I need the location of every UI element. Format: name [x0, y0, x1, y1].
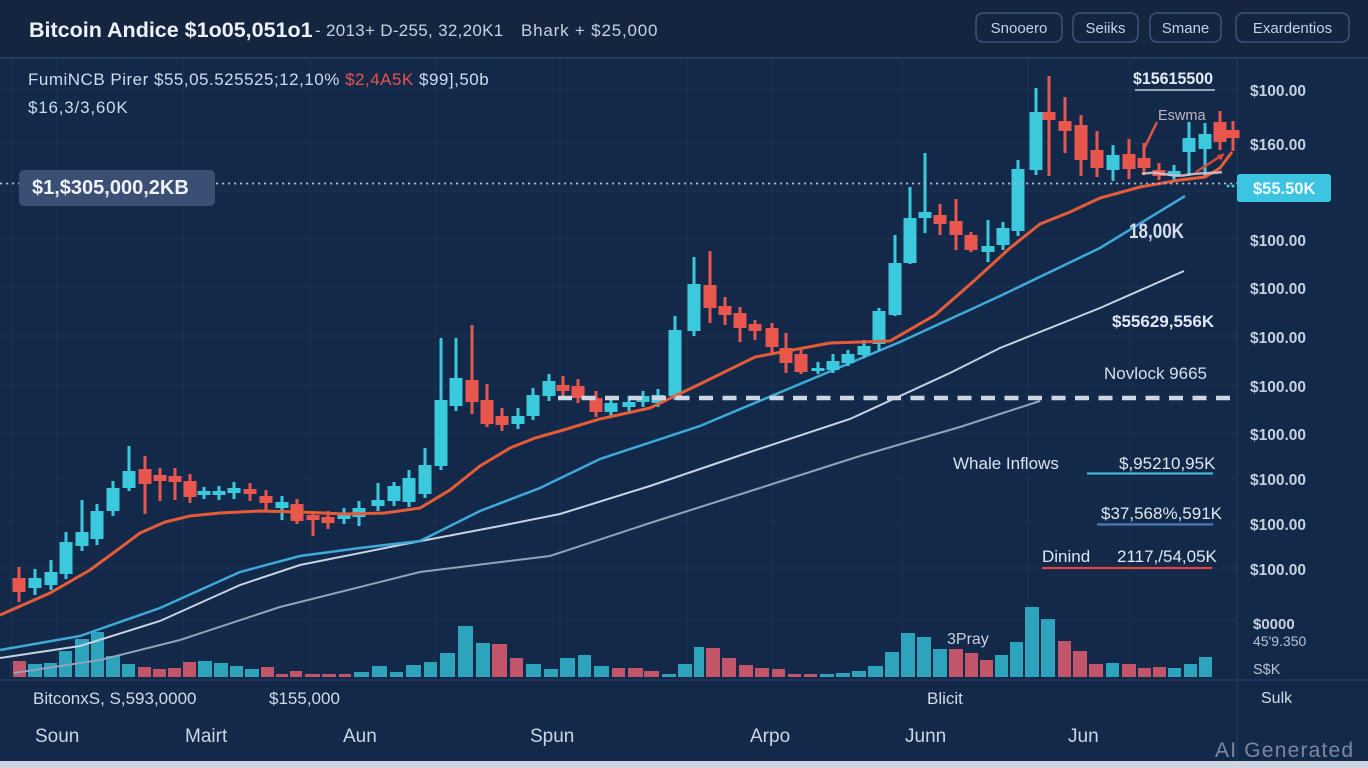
svg-text:Bitcoin Andice $1o05,051o1: Bitcoin Andice $1o05,051o1: [29, 18, 313, 42]
svg-text:BitconxS, S,593,0000: BitconxS, S,593,0000: [33, 689, 197, 708]
svg-text:$15615500: $15615500: [1133, 69, 1213, 88]
svg-text:$160.00: $160.00: [1250, 137, 1306, 154]
svg-text:Smane: Smane: [1162, 20, 1210, 37]
svg-text:3Pray: 3Pray: [947, 631, 989, 648]
svg-text:FumiNCB Pirer $55,05.525525;1: FumiNCB Pirer $55,05.525525;12,10% $2,4A…: [28, 70, 489, 89]
svg-text:Whale Inflows: Whale Inflows: [953, 454, 1059, 473]
svg-text:Blicit: Blicit: [927, 689, 963, 708]
svg-text:45'9.350: 45'9.350: [1253, 633, 1306, 649]
svg-text:Arpo: Arpo: [750, 726, 790, 747]
svg-text:$,95210,95K: $,95210,95K: [1119, 454, 1216, 473]
svg-text:$100.00: $100.00: [1250, 281, 1306, 298]
svg-text:Bhark + $25,000: Bhark + $25,000: [521, 21, 658, 40]
svg-text:$0000: $0000: [1253, 616, 1295, 633]
svg-text:Novlock 9665: Novlock 9665: [1104, 364, 1207, 383]
svg-text:$55629,556K: $55629,556K: [1112, 312, 1215, 331]
svg-text:Sulk: Sulk: [1261, 690, 1293, 707]
svg-text:Jun: Jun: [1068, 726, 1099, 747]
svg-text:$37,568%,591K: $37,568%,591K: [1101, 504, 1223, 523]
svg-text:18,00K: 18,00K: [1129, 219, 1184, 243]
svg-text:$100.00: $100.00: [1250, 233, 1306, 250]
svg-text:$100.00: $100.00: [1250, 427, 1306, 444]
svg-text:$100.00: $100.00: [1250, 379, 1306, 396]
svg-text:Exardentios: Exardentios: [1253, 20, 1332, 37]
svg-text:$55.50K: $55.50K: [1253, 180, 1315, 198]
svg-text:Junn: Junn: [905, 726, 946, 747]
svg-text:S$K: S$K: [1253, 662, 1281, 678]
svg-text:AI Generated: AI Generated: [1215, 739, 1354, 762]
svg-text:$16,3/3,60K: $16,3/3,60K: [28, 98, 129, 117]
svg-text:$155,000: $155,000: [269, 689, 340, 708]
svg-text:Soun: Soun: [35, 726, 79, 747]
svg-text:Aun: Aun: [343, 726, 377, 747]
svg-text:Spun: Spun: [530, 726, 574, 747]
svg-text:$100.00: $100.00: [1250, 472, 1306, 489]
svg-text:$100.00: $100.00: [1250, 562, 1306, 579]
svg-text:$100.00: $100.00: [1250, 330, 1306, 347]
svg-text:- 2013+ D-255, 32,20K1: - 2013+ D-255, 32,20K1: [315, 21, 504, 40]
svg-text:$1,$305,000,2KB: $1,$305,000,2KB: [32, 177, 189, 199]
svg-text:$100.00: $100.00: [1250, 83, 1306, 100]
svg-text:Eswma: Eswma: [1158, 108, 1206, 124]
svg-text:Seiiks: Seiiks: [1085, 20, 1125, 37]
svg-text:Mairt: Mairt: [185, 726, 228, 747]
svg-text:2117,/54,05K: 2117,/54,05K: [1117, 547, 1218, 566]
svg-text:$100.00: $100.00: [1250, 517, 1306, 534]
svg-text:Dinind: Dinind: [1042, 547, 1090, 566]
svg-text:Snooero: Snooero: [991, 20, 1048, 37]
